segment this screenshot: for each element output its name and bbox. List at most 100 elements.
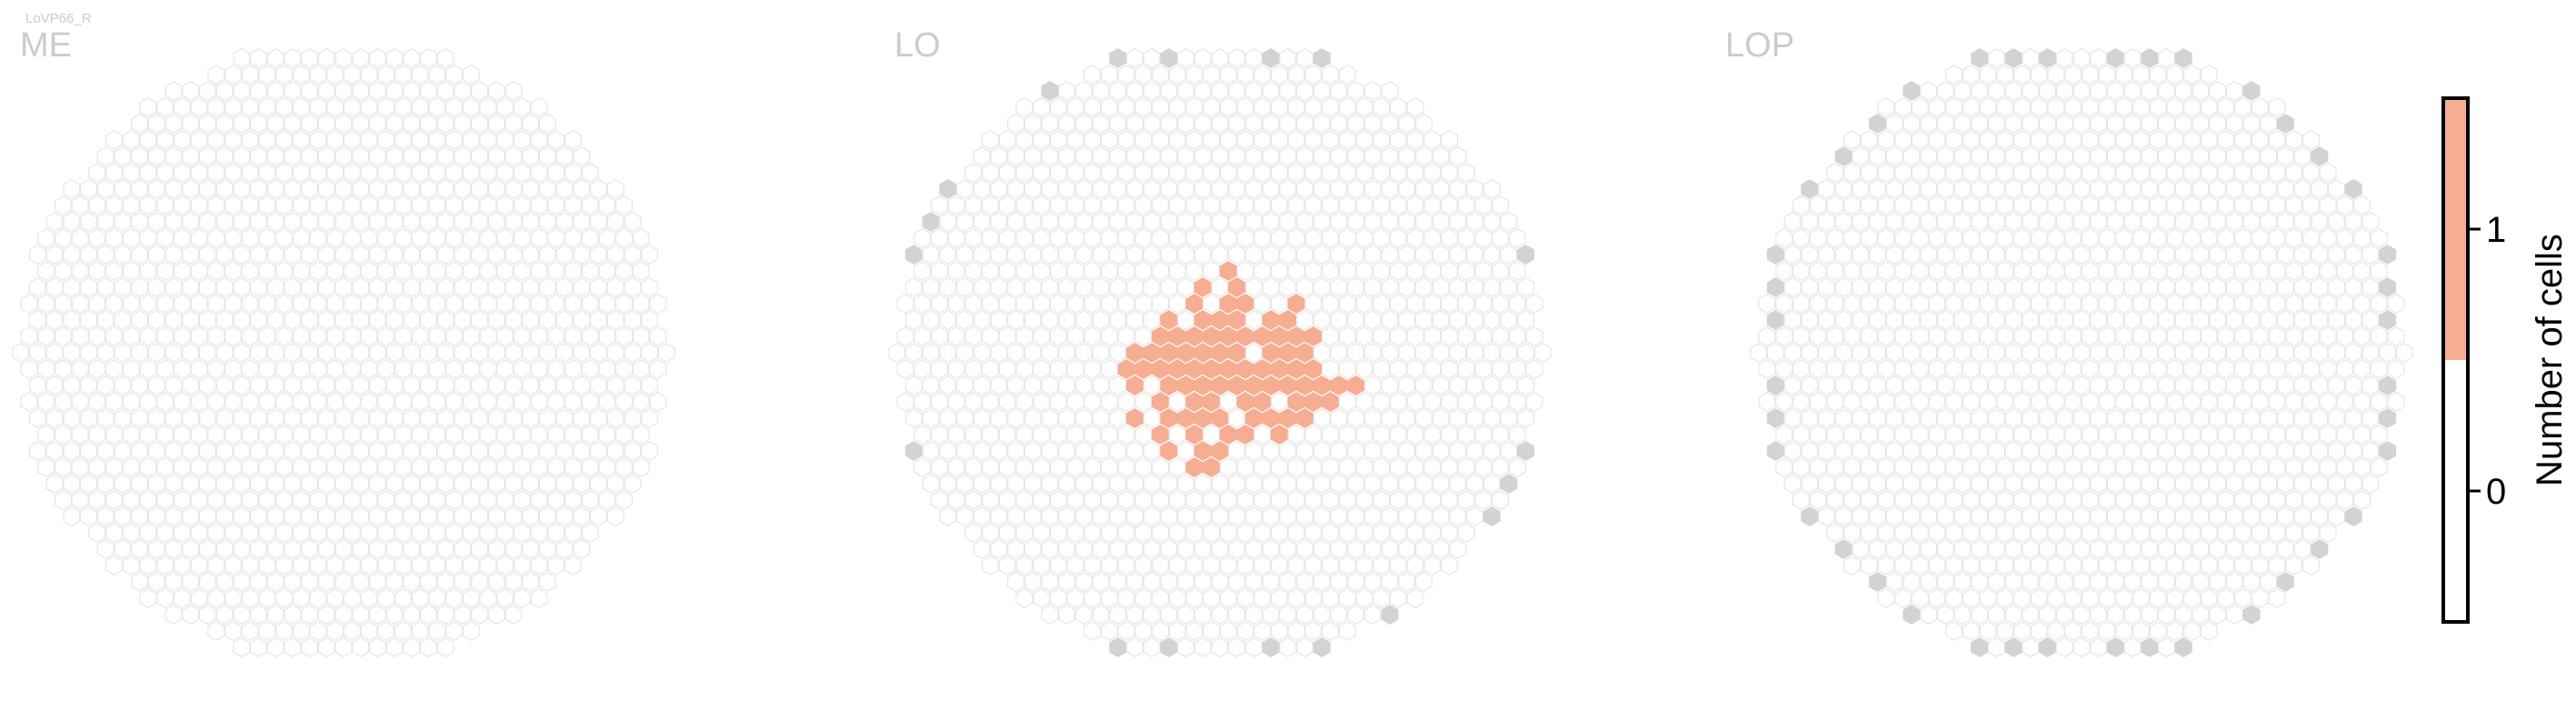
hex-cell <box>207 163 225 183</box>
hex-cell <box>1928 261 1946 281</box>
hex-cell <box>496 392 514 412</box>
hex-cell <box>522 114 540 134</box>
hex-cell <box>2132 523 2150 543</box>
hex-cell <box>1928 359 1946 379</box>
hex-cell <box>641 441 659 461</box>
hex-cell <box>368 474 386 494</box>
hex-cell <box>2055 310 2073 330</box>
hex-cell <box>2260 539 2278 559</box>
hex-cell <box>233 408 251 428</box>
hex-cell <box>1775 326 1793 346</box>
hex-cell <box>1321 457 1340 477</box>
hex-cell-boundary <box>2004 637 2022 657</box>
hex-cell <box>2276 376 2294 396</box>
hex-cell <box>2328 506 2345 526</box>
hex-cell <box>1304 65 1323 85</box>
hex-cell <box>496 490 514 510</box>
hex-cell <box>2251 228 2269 248</box>
hex-cell <box>1041 474 1059 494</box>
hex-cell <box>1911 163 1929 183</box>
hex-cell <box>1979 359 1997 379</box>
hex-cell <box>1860 195 1878 215</box>
hex-cell <box>1253 425 1272 445</box>
hex-cell <box>496 228 514 248</box>
hex-cell <box>1177 506 1195 526</box>
hex-cell <box>1406 97 1424 117</box>
hex-cell <box>1066 588 1084 608</box>
hex-cell <box>2301 294 2320 314</box>
hex-cell <box>258 425 276 445</box>
hex-cell <box>165 81 183 101</box>
hex-cell <box>614 392 634 412</box>
hex-cell <box>445 556 464 576</box>
hex-cell <box>131 212 149 232</box>
hex-cell <box>1321 294 1340 314</box>
hex-cell <box>182 212 200 232</box>
hex-cell <box>266 277 285 297</box>
hex-cell <box>241 130 259 150</box>
hex-cell <box>1279 474 1297 494</box>
hex-cell <box>1177 179 1195 199</box>
hex-cell <box>2174 114 2192 134</box>
hex-cell-highlighted <box>1151 326 1170 346</box>
hex-cell <box>1058 572 1076 592</box>
hex-cell <box>2200 490 2218 510</box>
hex-cell <box>2183 490 2202 510</box>
hex-cell <box>2225 572 2243 592</box>
hex-cell <box>1117 130 1135 150</box>
hex-cell <box>538 441 556 461</box>
hex-cell <box>2328 441 2345 461</box>
hex-cell <box>2081 556 2099 576</box>
hex-cell <box>487 343 505 363</box>
hex-cell <box>2123 310 2142 330</box>
hex-cell <box>2098 457 2116 477</box>
hex-cell <box>2072 310 2091 330</box>
hex-cell <box>2293 245 2311 265</box>
hex-cell <box>1185 621 1203 641</box>
hex-cell <box>1100 195 1119 215</box>
hex-cell <box>614 195 634 215</box>
hex-cell <box>1801 245 1819 265</box>
hex-cell <box>1203 97 1221 117</box>
hex-cell <box>1262 474 1280 494</box>
hex-cell <box>2064 261 2082 281</box>
hex-cell <box>2301 490 2320 510</box>
hex-cell <box>1465 441 1484 461</box>
hex-cell <box>122 195 140 215</box>
hex-cell <box>343 97 361 117</box>
hex-cell <box>377 490 395 510</box>
hex-cell <box>1902 539 1921 559</box>
hex-cell <box>2166 556 2184 576</box>
hex-cell <box>1049 490 1067 510</box>
hex-cell <box>326 523 344 543</box>
hex-cell <box>1295 506 1314 526</box>
hex-cell <box>1911 261 1929 281</box>
hex-cell <box>2098 392 2116 412</box>
hex-cell <box>2132 621 2150 641</box>
hex-cell <box>394 65 412 85</box>
hex-cell <box>2217 195 2235 215</box>
panel-title-me: ME <box>20 26 72 65</box>
hex-cell <box>2234 97 2252 117</box>
hex-cell <box>2047 228 2065 248</box>
hex-cell <box>301 114 319 134</box>
hex-cell <box>190 163 208 183</box>
hex-cell <box>2285 359 2303 379</box>
hex-cell <box>63 441 81 461</box>
hex-cell <box>2039 310 2057 330</box>
hex-cell <box>2098 425 2116 445</box>
hex-cell <box>1041 343 1059 363</box>
hex-cell <box>1236 163 1254 183</box>
hex-cell <box>2293 506 2311 526</box>
hex-cell-highlighted <box>1151 392 1170 412</box>
hex-cell-boundary <box>2242 81 2261 101</box>
hex-cell <box>1911 326 1929 346</box>
hex-cell <box>385 506 404 526</box>
hex-cell <box>224 621 242 641</box>
hex-cell-highlighted <box>1193 310 1212 330</box>
hex-cell <box>1117 65 1135 85</box>
hex-cell <box>1465 179 1484 199</box>
hex-cell <box>1270 457 1289 477</box>
hex-cell <box>394 261 412 281</box>
hex-cell <box>420 310 437 330</box>
